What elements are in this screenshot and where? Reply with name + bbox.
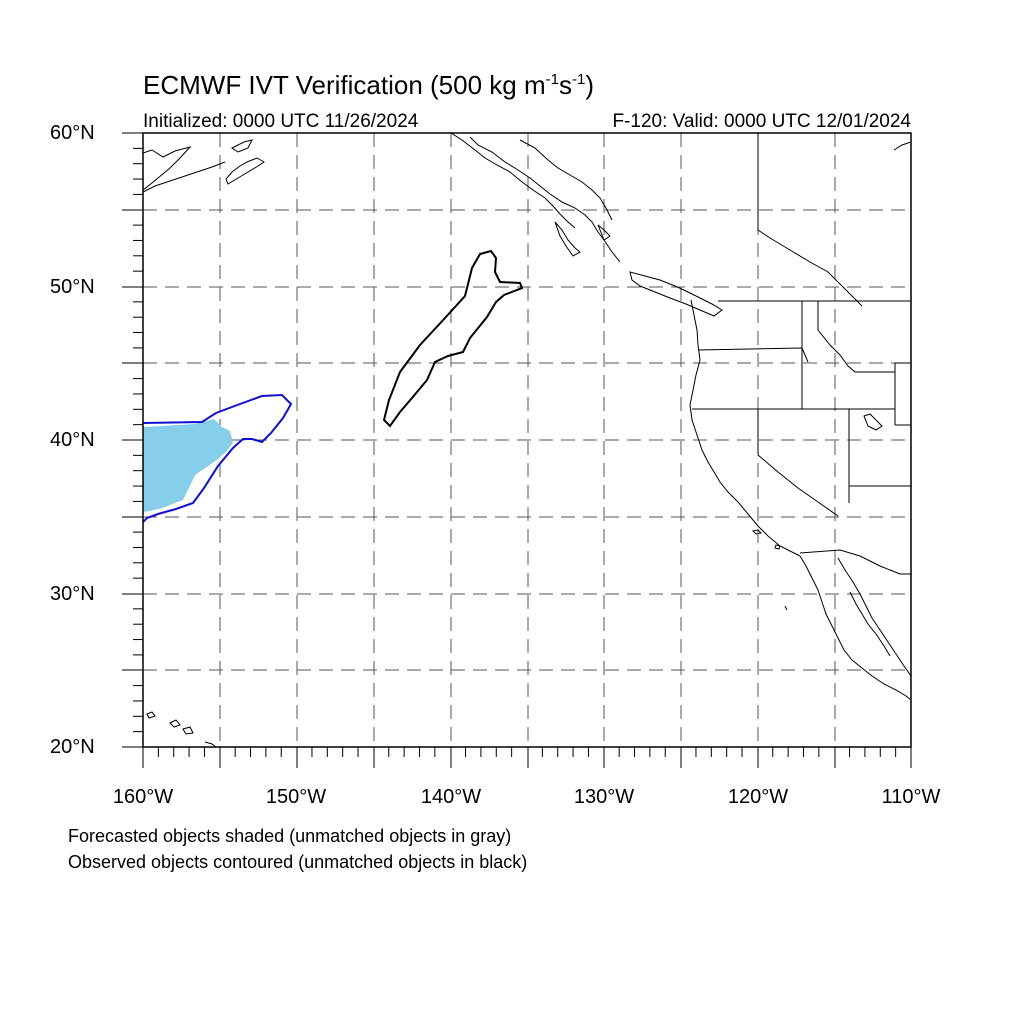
lon-label-110w: 110°W — [881, 786, 941, 808]
lat-label-60n: 60°N — [50, 122, 95, 144]
lat-label-50n: 50°N — [50, 276, 95, 298]
observed-object-unmatched-contour — [382, 249, 524, 428]
observed-object-matched-contour — [143, 393, 293, 523]
lon-label-160w: 160°W — [112, 786, 174, 808]
forecast-object-shaded — [143, 419, 233, 512]
lon-label-150w: 150°W — [265, 786, 327, 808]
caption-forecast: Forecasted objects shaded (unmatched obj… — [68, 826, 512, 846]
lon-label-120w: 120°W — [727, 786, 789, 808]
caption-observed: Observed objects contoured (unmatched ob… — [68, 852, 528, 872]
lon-label-140w: 140°W — [420, 786, 482, 808]
lat-label-20n: 20°N — [50, 736, 95, 758]
lon-label-130w: 130°W — [573, 786, 635, 808]
initialized-label: Initialized: 0000 UTC 11/26/2024 — [143, 111, 419, 132]
lat-label-30n: 30°N — [50, 583, 95, 605]
graticule — [143, 133, 911, 747]
axis-minor-ticks — [133, 147, 897, 757]
political-borders — [692, 133, 911, 575]
coastlines — [143, 133, 911, 747]
axis-ticks — [122, 132, 912, 768]
lat-label-40n: 40°N — [50, 429, 95, 451]
map-title: ECMWF IVT Verification (500 kg m-1s-1) — [143, 70, 594, 100]
valid-time-label: F-120: Valid: 0000 UTC 12/01/2024 — [612, 111, 911, 132]
